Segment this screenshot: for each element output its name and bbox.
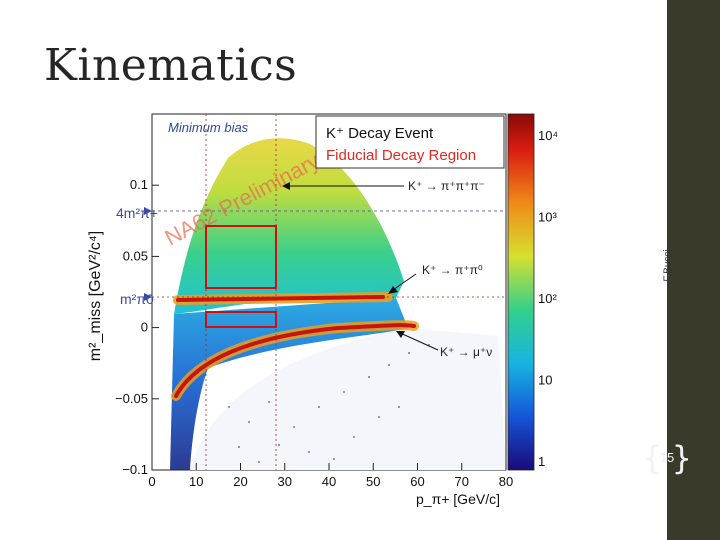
colorbar-tick-label: 10⁴ — [538, 128, 558, 143]
svg-text:m²π0: m²π0 — [120, 291, 154, 307]
slide-title: Kinematics — [44, 40, 298, 91]
x-tick-label: 30 — [278, 474, 292, 489]
x-tick-label: 0 — [148, 474, 155, 489]
lower-distribution — [170, 298, 408, 470]
colorbar — [507, 113, 535, 471]
minimum-bias-label: Minimum bias — [168, 120, 249, 135]
y-markers: 4m²π+ m²π0 — [116, 205, 158, 307]
signal-region-1 — [205, 225, 277, 289]
arrow-pi2 — [388, 273, 417, 294]
y-tick-label: −0.1 — [122, 462, 148, 477]
munu-band — [174, 323, 416, 398]
dashed-guides — [152, 114, 506, 470]
x-axis-label: p_π+ [GeV/c] — [416, 491, 500, 507]
sidebar-band — [667, 0, 720, 540]
legend-item-fiducial: Fiducial Decay Region — [326, 147, 476, 164]
y-tick-label: 0.05 — [123, 248, 148, 263]
x-ticks: 0 10 20 30 40 50 60 70 80 — [148, 463, 513, 489]
annotation-2: K⁺ → π⁺π⁰ — [422, 263, 483, 277]
x-tick-label: 40 — [322, 474, 336, 489]
x-tick-label: 80 — [499, 474, 513, 489]
colorbar-tick-label: 10² — [538, 291, 557, 306]
colorbar-tick-label: 10³ — [538, 210, 557, 225]
pipi0-band — [176, 295, 385, 302]
right-brace-icon: } — [671, 439, 692, 477]
y-axis-label: m²_miss [GeV²/c⁴] — [87, 231, 104, 361]
author-label: F.Bucci — [662, 249, 674, 282]
x-tick-label: 10 — [189, 474, 203, 489]
left-brace-icon: { — [642, 439, 663, 477]
x-tick-label: 50 — [366, 474, 380, 489]
page-number-badge: { 15 } — [642, 439, 692, 477]
upper-distribution — [174, 138, 404, 314]
sparse-region — [190, 328, 506, 470]
legend-item-decay-event: K⁺ Decay Event — [326, 125, 434, 142]
arrow-pi3 — [282, 182, 404, 190]
colorbar-tick-label: 1 — [538, 454, 545, 469]
x-tick-label: 70 — [455, 474, 469, 489]
colorbar-tick-label: 10 — [538, 373, 552, 388]
legend-box — [315, 115, 505, 169]
colorbar-ticks: 10⁴ 10³ 10² 10 1 — [538, 128, 558, 469]
scatter-points — [228, 344, 430, 463]
y-ticks: 0.1 0.05 0 −0.05 −0.1 — [115, 177, 159, 477]
kinematics-plot: NA62 Preliminary Minimum bias K⁺ Decay E… — [78, 106, 560, 514]
annotation-1: K⁺ → π⁺π⁺π⁻ — [408, 179, 485, 193]
arrow-munu — [396, 331, 439, 351]
annotation-3: K⁺ → μ⁺ν — [440, 345, 492, 359]
x-tick-label: 60 — [410, 474, 424, 489]
signal-region-2 — [205, 311, 277, 328]
y-tick-label: −0.05 — [115, 391, 148, 406]
y-tick-label: 0 — [141, 320, 148, 335]
page-number: 15 — [659, 450, 675, 465]
svg-text:4m²π+: 4m²π+ — [116, 205, 158, 221]
x-tick-label: 20 — [233, 474, 247, 489]
y-tick-label: 0.1 — [130, 177, 148, 192]
